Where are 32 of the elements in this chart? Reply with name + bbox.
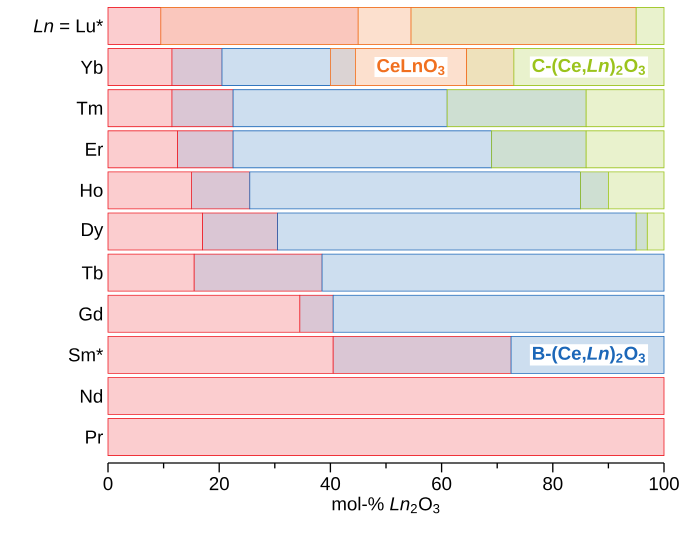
y-tick-label: Nd bbox=[80, 389, 102, 403]
y-tick-label: Tm bbox=[76, 102, 102, 115]
x-tick-label: 40 bbox=[320, 477, 340, 490]
x-tick-label: 0 bbox=[104, 477, 112, 490]
bar bbox=[108, 7, 162, 45]
annotation: B-(Ce,Ln)$_{2}$O$_{3}$ bbox=[533, 346, 645, 364]
annotation: C-(Ce,Ln)$_{2}$O$_{3}$ bbox=[532, 58, 645, 76]
bar bbox=[332, 294, 664, 333]
y-tick-label: Ln = Lu* bbox=[34, 19, 103, 32]
bar bbox=[277, 212, 637, 250]
y-tick-label: Pr bbox=[86, 430, 103, 444]
bar bbox=[232, 89, 448, 128]
bar bbox=[108, 418, 664, 456]
bar bbox=[636, 7, 664, 45]
bar bbox=[222, 48, 331, 86]
annotation: CeLnO$_{3}$ bbox=[377, 59, 444, 76]
x-tick-label: 80 bbox=[543, 477, 562, 490]
bar bbox=[322, 254, 664, 292]
y-tick-label: Dy bbox=[82, 223, 104, 240]
bar bbox=[249, 172, 581, 210]
y-tick-label: Tb bbox=[82, 266, 103, 280]
bar bbox=[108, 377, 664, 415]
y-tick-label: Er bbox=[86, 142, 103, 156]
x-tick-label: 100 bbox=[650, 477, 679, 490]
y-tick-label: Gd bbox=[79, 306, 102, 321]
y-tick-label: Ho bbox=[80, 184, 103, 197]
y-tick-label: Yb bbox=[80, 60, 103, 74]
x-tick-label: 60 bbox=[432, 477, 452, 490]
bar bbox=[232, 130, 492, 168]
x-tick-label: 20 bbox=[210, 477, 229, 490]
y-tick-label: Sm* bbox=[68, 348, 104, 362]
x-axis-title: mol-% Ln$_{2}$O$_{3}$ bbox=[332, 496, 440, 514]
